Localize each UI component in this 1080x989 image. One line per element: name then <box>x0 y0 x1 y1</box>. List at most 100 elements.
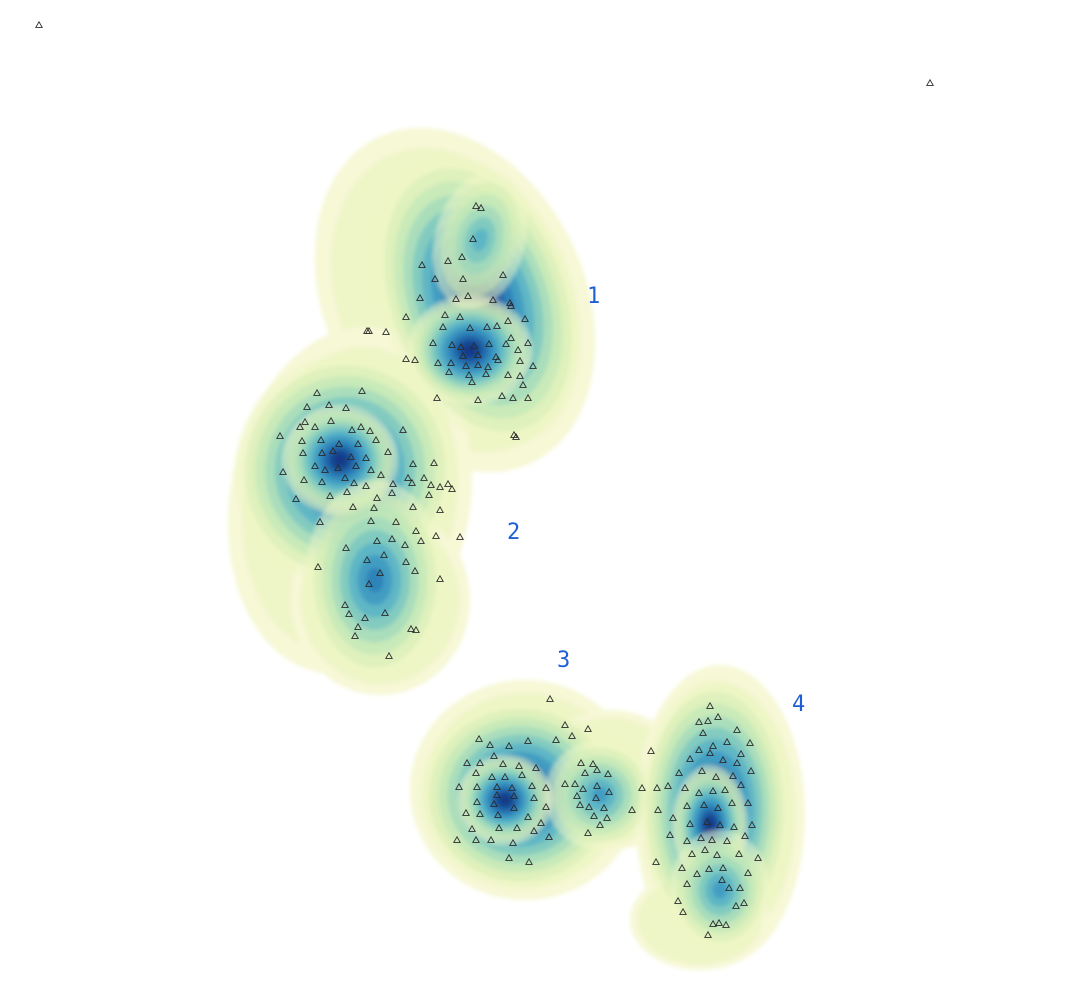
data-point <box>399 425 407 433</box>
data-point <box>666 830 674 838</box>
data-point <box>389 479 397 487</box>
data-point <box>647 746 655 754</box>
data-point <box>327 416 335 424</box>
data-point <box>431 274 439 282</box>
data-point <box>513 823 521 831</box>
data-point <box>411 355 419 363</box>
data-point <box>693 869 701 877</box>
data-point <box>373 536 381 544</box>
data-point <box>301 417 309 425</box>
data-point <box>380 550 388 558</box>
data-point <box>736 883 744 891</box>
data-point <box>502 339 510 347</box>
data-point <box>472 201 480 209</box>
data-point <box>678 863 686 871</box>
data-point <box>686 819 694 827</box>
data-point <box>715 918 723 926</box>
data-point <box>486 740 494 748</box>
data-point <box>279 467 287 475</box>
data-point <box>754 853 762 861</box>
data-point <box>528 781 536 789</box>
data-point <box>744 798 752 806</box>
data-point <box>335 439 343 447</box>
data-point <box>628 805 636 813</box>
data-point <box>593 765 601 773</box>
data-point <box>474 395 482 403</box>
data-point <box>605 787 613 795</box>
data-point <box>409 459 417 467</box>
data-point <box>299 448 307 456</box>
data-point <box>425 490 433 498</box>
data-point <box>712 772 720 780</box>
data-point <box>447 358 455 366</box>
data-point <box>365 579 373 587</box>
data-point <box>317 435 325 443</box>
data-point <box>735 849 743 857</box>
data-point <box>490 751 498 759</box>
data-point <box>457 342 465 350</box>
data-point <box>334 463 342 471</box>
data-point <box>482 369 490 377</box>
data-point <box>926 78 934 86</box>
data-point <box>499 270 507 278</box>
data-point <box>377 470 385 478</box>
data-point <box>494 810 502 818</box>
data-point <box>342 403 350 411</box>
data-point <box>698 766 706 774</box>
data-point <box>381 608 389 616</box>
data-point <box>489 295 497 303</box>
data-point <box>733 725 741 733</box>
data-point <box>561 720 569 728</box>
data-point <box>325 400 333 408</box>
data-point <box>373 493 381 501</box>
data-point <box>314 562 322 570</box>
density-hotspot <box>545 740 655 850</box>
data-point <box>498 391 506 399</box>
data-point <box>592 793 600 801</box>
data-point <box>573 791 581 799</box>
data-point <box>318 448 326 456</box>
data-point <box>675 768 683 776</box>
data-point <box>507 301 515 309</box>
data-point <box>436 505 444 513</box>
data-point <box>509 838 517 846</box>
data-point <box>546 694 554 702</box>
data-point <box>343 487 351 495</box>
data-point <box>354 439 362 447</box>
data-point <box>439 322 447 330</box>
data-point <box>596 820 604 828</box>
data-point <box>723 737 731 745</box>
cluster-label-2: 2 <box>507 520 520 545</box>
data-point <box>445 367 453 375</box>
data-point <box>510 791 518 799</box>
data-point <box>723 836 731 844</box>
data-point <box>725 883 733 891</box>
data-point <box>412 526 420 534</box>
data-point <box>561 779 569 787</box>
data-point <box>318 477 326 485</box>
data-point <box>367 516 375 524</box>
data-point <box>746 738 754 746</box>
data-point <box>516 371 524 379</box>
density-hotspot <box>305 480 445 680</box>
data-point <box>493 782 501 790</box>
data-point <box>524 736 532 744</box>
data-point <box>488 772 496 780</box>
data-point <box>737 749 745 757</box>
data-point <box>716 820 724 828</box>
data-point <box>484 362 492 370</box>
data-point <box>679 907 687 915</box>
data-point <box>718 875 726 883</box>
data-point <box>510 803 518 811</box>
data-point <box>361 613 369 621</box>
data-point <box>402 557 410 565</box>
data-point <box>363 555 371 563</box>
data-point <box>585 802 593 810</box>
data-point <box>708 835 716 843</box>
data-point <box>472 835 480 843</box>
data-point <box>740 898 748 906</box>
cluster-label-3: 3 <box>557 648 570 673</box>
data-point <box>706 701 714 709</box>
data-point <box>347 452 355 460</box>
